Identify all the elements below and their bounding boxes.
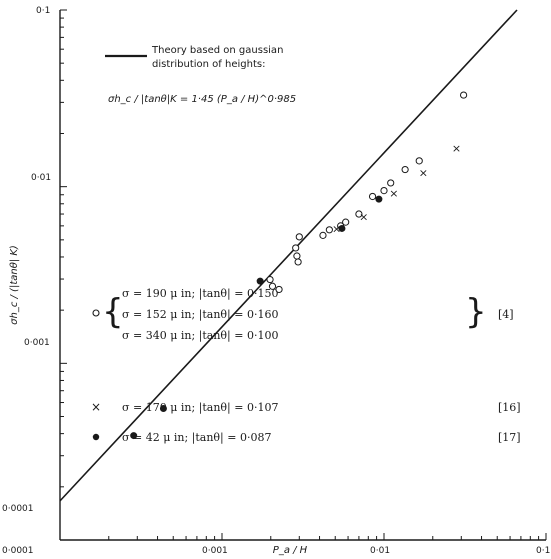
- data-point-filled-circle: [375, 195, 383, 203]
- data-point-open-circle: [294, 258, 302, 266]
- data-points: × × × × ×: [130, 91, 468, 440]
- x-tick-label: 0·01: [370, 546, 390, 556]
- x-tick-label: 0·0001: [2, 546, 34, 556]
- data-point-open-circle: [401, 165, 409, 174]
- y-tick-label: 0·1: [36, 6, 50, 16]
- y-axis-label: σh_c / (|tanθ| K): [9, 245, 20, 325]
- data-point-open-circle: [415, 157, 423, 165]
- data-point-filled-circle: [159, 405, 167, 413]
- y-tick-label: 0·001: [24, 338, 50, 348]
- legend-ref-cross: [16]: [498, 401, 521, 414]
- theory-label-line2: distribution of heights:: [152, 59, 265, 70]
- data-point-open-circle: [268, 282, 277, 290]
- legend-filled-circle-marker: [92, 433, 100, 441]
- data-point-open-circle: [342, 218, 350, 226]
- data-point-filled-circle: [338, 224, 346, 232]
- legend-ref-filled: [17]: [498, 431, 521, 444]
- x-tick-label: 0·1: [536, 546, 550, 556]
- data-point-open-circle: [292, 244, 300, 252]
- data-point-open-circle: [293, 252, 301, 260]
- data-point-open-circle: [325, 226, 333, 234]
- y-tick-label: 0·0001: [2, 504, 34, 514]
- legend-label-open-2: σ = 152 μ in; |tanθ| = 0·160: [122, 308, 278, 322]
- minor-ticks: [59, 9, 547, 541]
- legend-cross-marker: ×: [91, 400, 101, 414]
- data-point-cross: ×: [332, 222, 341, 235]
- data-point-open-circle: [380, 187, 388, 195]
- data-point-open-circle: [319, 231, 327, 239]
- legend-open-circle-marker: [92, 309, 100, 317]
- data-point-open-circle: [368, 192, 377, 201]
- data-point-cross: ×: [389, 187, 398, 200]
- data-point-filled-circle: [130, 432, 138, 440]
- theory-line: [59, 9, 518, 502]
- data-point-open-circle: [355, 210, 363, 218]
- x-tick-label: 0·001: [202, 546, 228, 556]
- y-tick-label: 0·01: [31, 173, 51, 183]
- data-point-cross: ×: [452, 142, 461, 155]
- data-point-cross: ×: [419, 167, 428, 180]
- theory-label-line1: Theory based on gaussian: [151, 45, 283, 56]
- theory-equation: σh_c / |tanθ|K = 1·45 (P_a / H)^0·985: [108, 94, 296, 105]
- data-point-open-circle: [275, 285, 283, 294]
- x-axis-label: P_a / H: [273, 545, 308, 556]
- data-point-open-circle: [460, 91, 468, 99]
- data-point-filled-circle: [256, 277, 264, 285]
- legend-brace-close: }: [465, 292, 487, 332]
- data-point-open-circle: [295, 233, 303, 241]
- legend-label-cross: σ = 170 μ in; |tanθ| = 0·107: [122, 401, 278, 415]
- legend-label-open-3: σ = 340 μ in; |tanθ| = 0·100: [122, 329, 278, 343]
- data-point-cross: ×: [359, 210, 368, 223]
- data-point-open-circle: [266, 275, 274, 284]
- legend-label-open-1: σ = 190 μ in; |tanθ| = 0·150: [122, 287, 278, 301]
- legend-label-filled: σ = 42 μ in; |tanθ| = 0·087: [122, 431, 271, 445]
- legend-brace-open: {: [102, 292, 124, 332]
- data-point-open-circle: [387, 179, 395, 187]
- legend-ref-open: [4]: [498, 308, 514, 321]
